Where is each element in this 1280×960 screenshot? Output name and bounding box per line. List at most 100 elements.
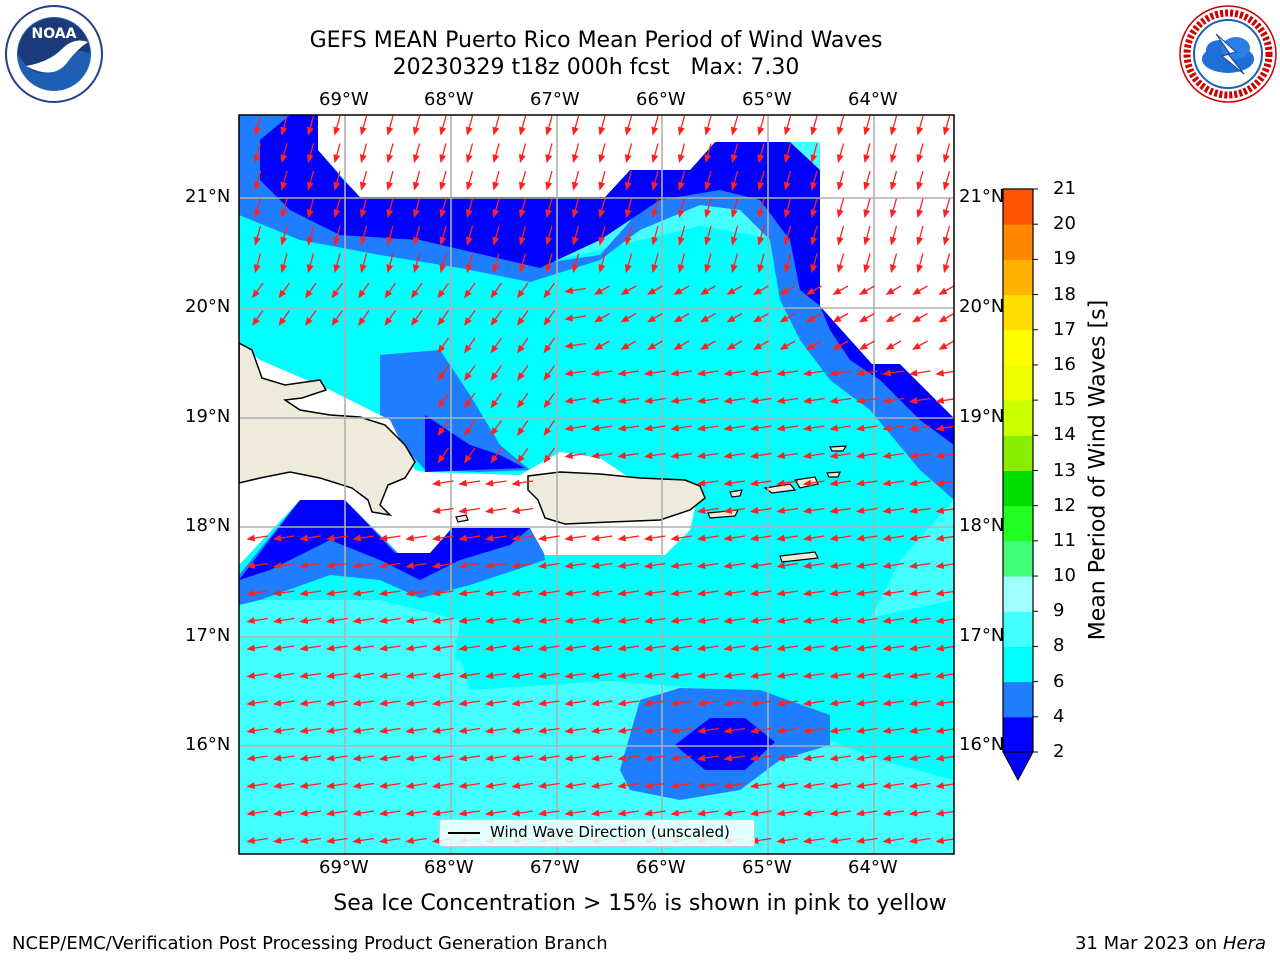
wind-direction-arrowhead <box>810 236 818 246</box>
wind-direction-arrowhead <box>908 534 918 542</box>
colorbar-segment <box>1003 224 1033 260</box>
wind-direction-arrowhead <box>829 507 839 514</box>
no-data-northeast <box>820 115 954 418</box>
wind-direction-arrowhead <box>704 181 712 191</box>
colorbar-segment <box>1003 470 1033 507</box>
wind-direction-arrowhead <box>537 534 547 542</box>
wind-direction-arrowhead <box>545 236 553 246</box>
wind-direction-arrowhead <box>677 264 685 274</box>
wind-direction-arrowhead <box>889 236 897 246</box>
wind-direction-arrowhead <box>431 534 441 542</box>
wind-direction-arrowhead <box>749 479 759 487</box>
wind-direction-arrowhead <box>378 617 388 624</box>
wind-direction-arrowhead <box>617 562 627 569</box>
wind-direction-arrowhead <box>829 479 839 487</box>
wind-direction-arrowhead <box>386 209 394 219</box>
wind-direction-arrowhead <box>935 699 945 707</box>
wind-direction-arrowhead <box>431 562 441 569</box>
wind-direction-arrowhead <box>651 154 659 164</box>
noaa-logo-icon: NOAA <box>5 5 103 103</box>
wind-direction-arrowhead <box>564 342 574 349</box>
wind-direction-arrowhead <box>723 754 733 762</box>
wind-direction-arrowhead <box>776 534 786 542</box>
lon-label-top: 67°W <box>530 89 580 110</box>
chart-title: GEFS MEAN Puerto Rico Mean Period of Win… <box>309 28 883 53</box>
chart-subtitle: 20230329 t18z 000h fcst Max: 7.30 <box>392 55 800 80</box>
colorbar <box>1002 188 1038 782</box>
wind-direction-arrowhead <box>299 782 309 789</box>
wind-direction-arrowhead <box>537 699 547 707</box>
wind-direction-arrowhead <box>246 727 256 734</box>
wind-direction-arrowhead <box>757 236 765 246</box>
wind-direction-arrowhead <box>757 264 765 274</box>
wind-direction-arrowhead <box>511 782 521 789</box>
wind-direction-arrowhead <box>299 562 309 569</box>
wind-direction-arrowhead <box>564 644 574 652</box>
wind-direction-arrowhead <box>908 754 918 762</box>
colorbar-tick-label: 16 <box>1053 353 1076 375</box>
wind-direction-arrowhead <box>484 617 494 624</box>
wind-direction-arrowhead <box>935 397 945 404</box>
wind-direction-arrowhead <box>386 181 394 191</box>
wind-direction-arrowhead <box>492 209 500 219</box>
wind-direction-arrowhead <box>882 644 892 652</box>
wind-direction-arrowhead <box>439 236 447 246</box>
wind-direction-arrowhead <box>405 809 415 817</box>
wind-direction-arrowhead <box>624 181 632 191</box>
wind-direction-arrowhead <box>386 154 394 164</box>
wind-direction-arrowhead <box>829 644 839 652</box>
wind-direction-arrowhead <box>651 181 659 191</box>
wind-direction-arrowhead <box>306 209 314 219</box>
wind-direction-arrowhead <box>855 727 865 734</box>
wind-direction-arrowhead <box>518 209 526 219</box>
wind-direction-arrowhead <box>889 181 897 191</box>
wind-direction-arrowhead <box>590 452 600 459</box>
wind-direction-arrowhead <box>272 837 282 844</box>
wind-direction-arrowhead <box>802 424 812 432</box>
wind-direction-arrowhead <box>405 699 415 707</box>
wind-direction-arrowhead <box>651 209 659 219</box>
wind-direction-arrowhead <box>352 617 362 624</box>
wind-direction-arrowhead <box>518 236 526 246</box>
wind-direction-arrowhead <box>518 181 526 191</box>
colorbar-tick-label: 21 <box>1053 178 1076 199</box>
wind-direction-arrowhead <box>465 154 473 164</box>
wind-direction-arrowhead <box>749 727 759 734</box>
wind-direction-arrowhead <box>855 644 865 652</box>
wind-direction-arrowhead <box>670 424 680 432</box>
wind-direction-arrowhead <box>278 317 287 326</box>
colorbar-tick-label: 13 <box>1053 459 1076 481</box>
wind-direction-arrowhead <box>299 837 309 844</box>
wind-direction-arrowhead <box>938 287 948 295</box>
wind-direction-arrowhead <box>511 479 521 487</box>
wind-direction-arrowhead <box>299 809 309 817</box>
wind-direction-arrowhead <box>306 181 314 191</box>
wind-direction-arrowhead <box>437 289 446 299</box>
wind-direction-arrowhead <box>511 809 521 817</box>
wind-direction-arrowhead <box>889 209 897 219</box>
wind-direction-arrowhead <box>465 181 473 191</box>
wind-direction-arrowhead <box>431 644 441 652</box>
wind-direction-arrowhead <box>696 562 706 569</box>
wind-direction-arrowhead <box>358 317 366 326</box>
wind-direction-arrowhead <box>458 617 468 624</box>
colorbar-tick-label: 15 <box>1053 389 1076 411</box>
wind-direction-arrowhead <box>246 699 256 707</box>
wind-direction-arrowhead <box>836 181 844 191</box>
wind-direction-arrowhead <box>386 126 394 136</box>
colorbar-tick-label: 20 <box>1053 213 1076 235</box>
wind-direction-arrowhead <box>564 534 574 542</box>
wind-direction-arrowhead <box>272 727 282 734</box>
wind-direction-arrowhead <box>908 507 918 514</box>
wind-direction-arrowhead <box>431 727 441 734</box>
wind-direction-arrowhead <box>299 589 309 597</box>
wind-direction-arrowhead <box>696 754 706 762</box>
wind-direction-arrowhead <box>458 754 468 762</box>
wind-direction-arrowhead <box>882 534 892 542</box>
wind-direction-arrowhead <box>938 315 948 323</box>
wind-direction-arrowhead <box>492 154 500 164</box>
wind-direction-arrowhead <box>700 315 709 323</box>
wind-direction-arrowhead <box>836 154 844 164</box>
colorbar-tick-label: 19 <box>1053 248 1076 270</box>
wind-direction-arrowhead <box>253 264 261 274</box>
